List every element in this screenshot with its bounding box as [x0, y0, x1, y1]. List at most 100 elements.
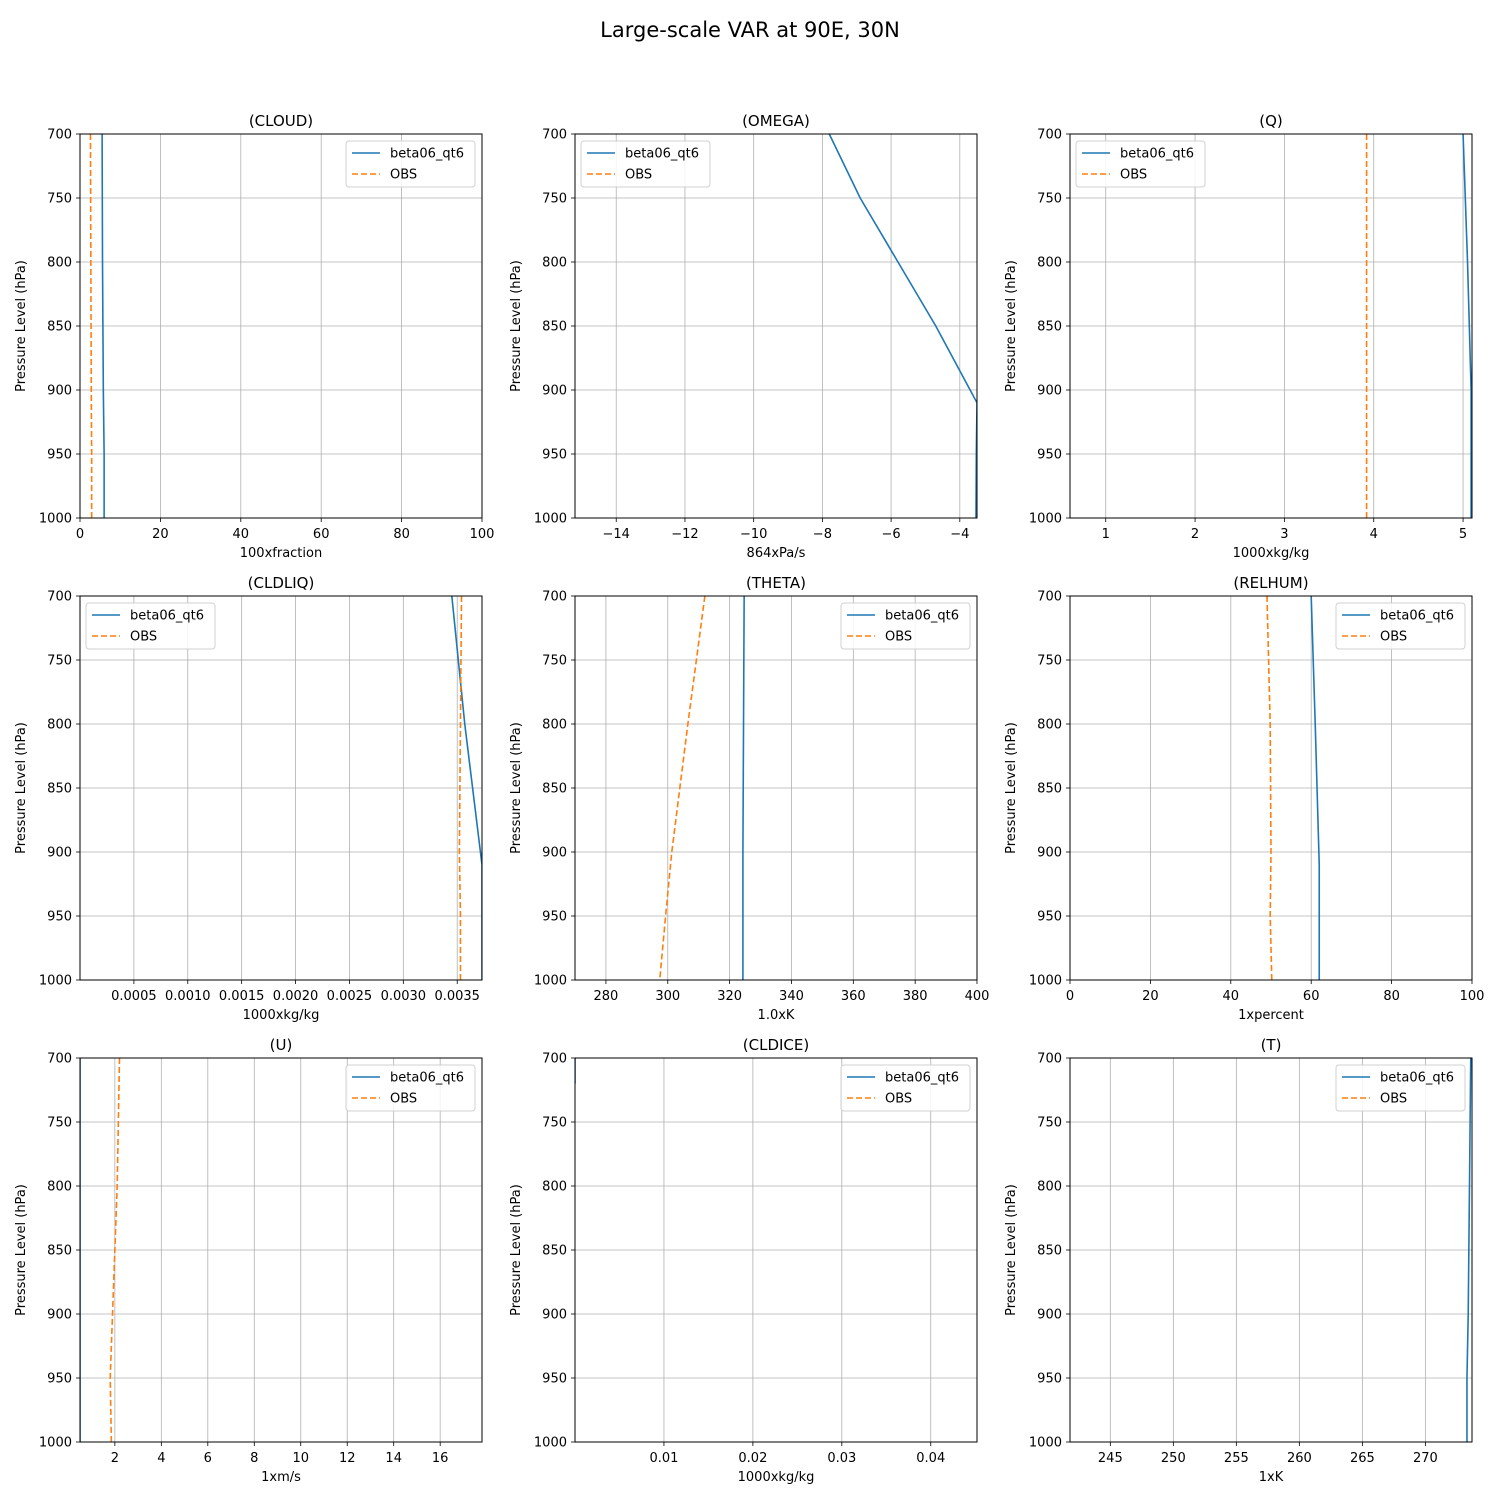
- legend: beta06_qt6 OBS: [1075, 140, 1206, 188]
- y-tick-label: 1000: [534, 974, 567, 989]
- x-axis-label: 1xpercent: [1238, 1008, 1304, 1023]
- x-tick-label: 60: [313, 527, 330, 542]
- y-axis-label: Pressure Level (hPa): [509, 722, 524, 854]
- legend-label: OBS: [885, 1092, 912, 1107]
- x-tick-label: 0: [76, 527, 84, 542]
- panel-t: 245 250 255 260 265 270 700 750 800 850 900 950 1000…: [1004, 1036, 1473, 1485]
- x-tick-label: 100: [1460, 989, 1485, 1004]
- x-tick-label: 80: [1383, 989, 1400, 1004]
- y-tick-label: 1000: [1029, 974, 1062, 989]
- y-tick-label: 700: [542, 590, 567, 605]
- y-tick-label: 750: [1037, 654, 1062, 669]
- x-axis-label: 1.0xK: [758, 1008, 795, 1023]
- y-tick-label: 1000: [534, 1436, 567, 1451]
- y-tick-label: 850: [542, 320, 567, 335]
- y-tick-label: 950: [542, 1372, 567, 1387]
- legend-label: beta06_qt6: [885, 1071, 959, 1086]
- legend: beta06_qt6 OBS: [1335, 602, 1466, 650]
- y-tick-label: 800: [1037, 256, 1062, 271]
- y-tick-label: 750: [47, 1116, 72, 1131]
- series-line-beta06_qt6: [1466, 1058, 1472, 1442]
- x-tick-label: 0.01: [649, 1451, 678, 1466]
- legend-label: OBS: [390, 1092, 417, 1107]
- x-tick-label: 0.0010: [165, 989, 211, 1004]
- x-tick-label: 265: [1350, 1451, 1375, 1466]
- y-tick-label: 950: [47, 448, 72, 463]
- y-tick-label: 1000: [39, 512, 72, 527]
- y-tick-label: 700: [1037, 128, 1062, 143]
- y-tick-label: 750: [542, 654, 567, 669]
- series-group: [828, 134, 977, 518]
- y-tick-label: 850: [47, 782, 72, 797]
- y-tick-label: 850: [542, 1244, 567, 1259]
- legend-label: OBS: [1380, 1092, 1407, 1107]
- y-tick-label: 950: [542, 910, 567, 925]
- x-tick-label: −4: [950, 527, 969, 542]
- y-tick-label: 800: [1037, 718, 1062, 733]
- x-tick-label: 40: [233, 527, 250, 542]
- y-axis-label: Pressure Level (hPa): [509, 260, 524, 392]
- x-tick-label: 12: [339, 1451, 356, 1466]
- legend-label: beta06_qt6: [625, 147, 699, 162]
- y-axis-label: Pressure Level (hPa): [14, 1184, 29, 1316]
- panel-title: (RELHUM): [1233, 574, 1308, 592]
- x-tick-label: 16: [432, 1451, 449, 1466]
- panel-title: (CLDLIQ): [248, 574, 315, 592]
- x-axis-label: 1xm/s: [261, 1470, 301, 1485]
- x-tick-label: 3: [1280, 527, 1288, 542]
- y-tick-label: 700: [542, 128, 567, 143]
- series-line-beta06_qt6: [1462, 134, 1472, 518]
- x-tick-label: 0.04: [916, 1451, 945, 1466]
- y-tick-label: 700: [542, 1052, 567, 1067]
- panel-cloud: 0 20 40 60 80 100 700 750 800 850 900 950 1000 (CLOUD…: [14, 112, 494, 561]
- y-tick-label: 800: [47, 718, 72, 733]
- y-tick-label: 900: [47, 1308, 72, 1323]
- x-tick-label: 0.0030: [381, 989, 427, 1004]
- legend-label: beta06_qt6: [390, 147, 464, 162]
- legend: beta06_qt6 OBS: [345, 140, 476, 188]
- y-tick-label: 1000: [39, 974, 72, 989]
- x-tick-label: 0.0025: [327, 989, 373, 1004]
- x-tick-label: 0.0035: [434, 989, 480, 1004]
- y-tick-label: 900: [1037, 384, 1062, 399]
- y-tick-label: 800: [542, 256, 567, 271]
- x-tick-label: 14: [385, 1451, 402, 1466]
- x-tick-label: 400: [965, 989, 990, 1004]
- y-tick-label: 950: [1037, 448, 1062, 463]
- panel-cldliq: 0.0005 0.0010 0.0015 0.0020 0.0025 0.0030 0.00…: [14, 574, 483, 1023]
- y-tick-label: 850: [542, 782, 567, 797]
- y-tick-label: 1000: [534, 512, 567, 527]
- x-tick-label: 4: [1370, 527, 1378, 542]
- series-group: [1266, 596, 1321, 980]
- y-tick-label: 950: [542, 448, 567, 463]
- x-tick-label: 245: [1098, 1451, 1123, 1466]
- legend-label: OBS: [1120, 168, 1147, 183]
- legend-label: OBS: [885, 630, 912, 645]
- x-axis-label: 1000xkg/kg: [243, 1008, 320, 1023]
- panel-u: 2 4 6 8 10 12 14 16 700 750 800 850 900 950 1000 (U) 1xm…: [14, 1036, 483, 1485]
- x-tick-label: 80: [393, 527, 410, 542]
- x-tick-label: 320: [717, 989, 742, 1004]
- series-group: [1466, 1058, 1472, 1442]
- legend-label: beta06_qt6: [390, 1071, 464, 1086]
- y-tick-label: 700: [47, 1052, 72, 1067]
- series-line-obs: [458, 596, 463, 980]
- legend: beta06_qt6 OBS: [580, 140, 711, 188]
- figure-title: Large-scale VAR at 90E, 30N: [600, 18, 900, 42]
- y-tick-label: 700: [47, 128, 72, 143]
- y-tick-label: 950: [1037, 1372, 1062, 1387]
- x-tick-label: 20: [1142, 989, 1159, 1004]
- x-tick-label: 60: [1303, 989, 1320, 1004]
- y-tick-label: 900: [1037, 1308, 1062, 1323]
- x-tick-label: 20: [152, 527, 169, 542]
- y-tick-label: 850: [47, 1244, 72, 1259]
- y-tick-label: 900: [542, 846, 567, 861]
- x-tick-label: 10: [292, 1451, 309, 1466]
- y-tick-label: 900: [542, 384, 567, 399]
- series-line-obs: [1266, 596, 1273, 980]
- x-tick-label: −10: [740, 527, 767, 542]
- x-tick-label: 300: [655, 989, 680, 1004]
- y-axis-label: Pressure Level (hPa): [1004, 722, 1019, 854]
- x-tick-label: 0.03: [827, 1451, 856, 1466]
